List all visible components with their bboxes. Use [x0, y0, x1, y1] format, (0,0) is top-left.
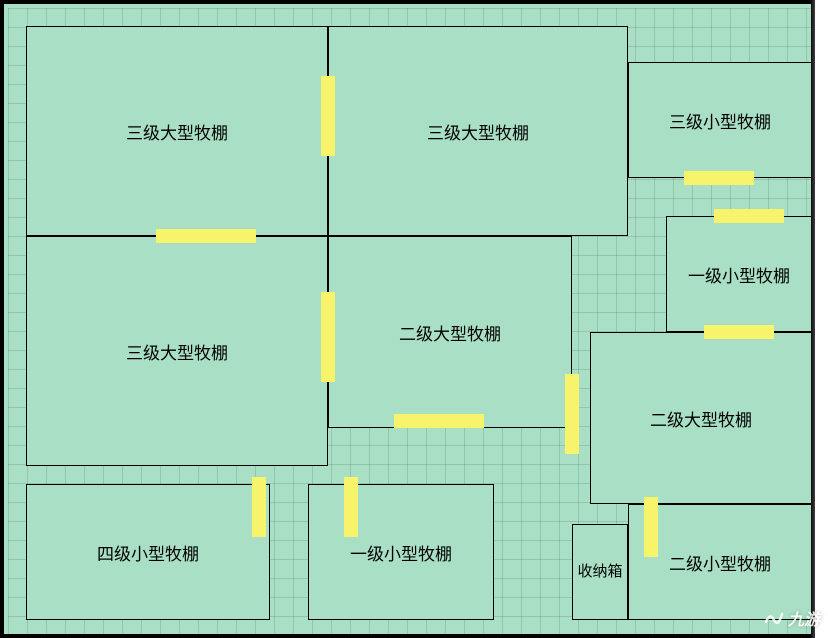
room-r2: 三级大型牧棚	[328, 26, 628, 236]
door-r4-r5	[321, 292, 335, 382]
door-r6-t	[714, 209, 784, 223]
door-r8-t	[252, 477, 266, 537]
door-r1-r2	[321, 76, 335, 156]
door-r1-b	[156, 229, 256, 243]
room-label: 一级小型牧棚	[688, 262, 790, 287]
room-label: 四级小型牧棚	[97, 540, 199, 565]
room-label: 三级大型牧棚	[126, 339, 228, 364]
door-r5-r7	[565, 374, 579, 454]
room-label: 二级小型牧棚	[669, 550, 771, 575]
room-r1: 三级大型牧棚	[26, 26, 328, 236]
watermark-icon	[764, 608, 784, 628]
room-r10: 收纳箱	[572, 524, 628, 620]
room-label: 二级大型牧棚	[399, 320, 501, 345]
room-label: 三级大型牧棚	[126, 119, 228, 144]
door-r5-b	[394, 414, 484, 428]
room-r6: 一级小型牧棚	[666, 216, 812, 332]
door-r11-t	[644, 497, 658, 557]
door-r3-b	[684, 171, 754, 185]
room-r5: 二级大型牧棚	[328, 236, 572, 428]
room-label: 一级小型牧棚	[350, 540, 452, 565]
room-label: 收纳箱	[577, 563, 622, 581]
room-r7: 二级大型牧棚	[590, 332, 812, 504]
room-label: 二级大型牧棚	[650, 406, 752, 431]
room-r3: 三级小型牧棚	[628, 62, 812, 178]
room-label: 三级大型牧棚	[427, 119, 529, 144]
door-r9-t	[344, 477, 358, 537]
floorplan-canvas: 三级大型牧棚三级大型牧棚三级小型牧棚三级大型牧棚二级大型牧棚一级小型牧棚二级大型…	[0, 0, 815, 638]
watermark: 九游	[764, 606, 820, 630]
room-r8: 四级小型牧棚	[26, 484, 270, 620]
room-r9: 一级小型牧棚	[308, 484, 494, 620]
room-label: 三级小型牧棚	[669, 108, 771, 133]
room-r4: 三级大型牧棚	[26, 236, 328, 466]
right-fade	[810, 0, 828, 638]
door-r6-b	[704, 325, 774, 339]
watermark-text: 九游	[788, 606, 820, 630]
